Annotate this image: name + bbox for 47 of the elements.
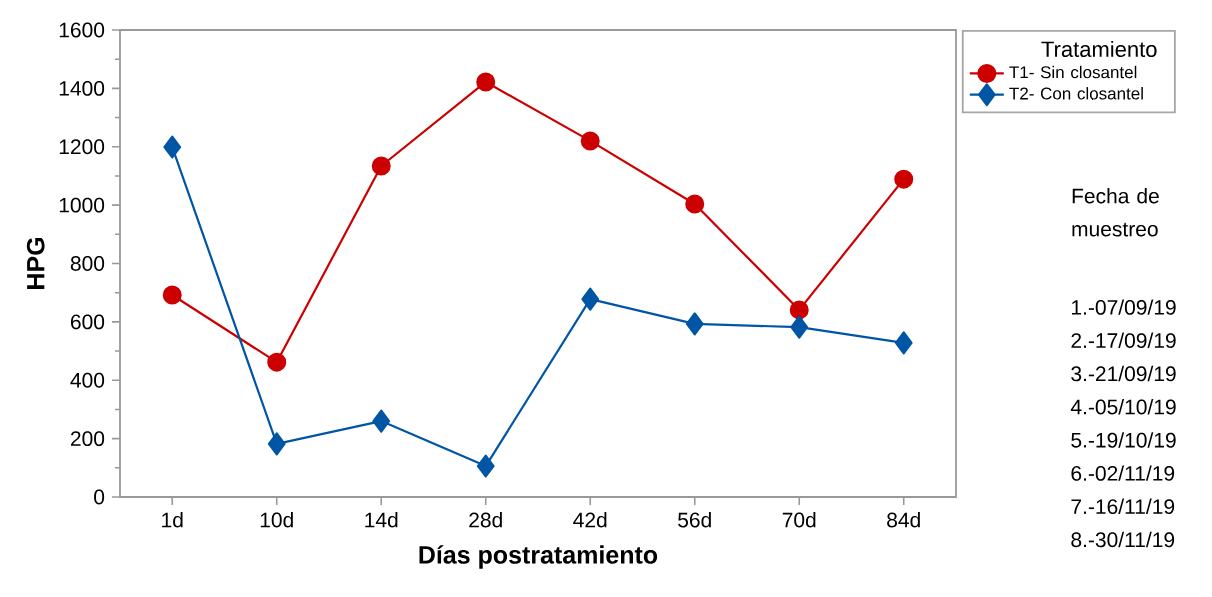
x-tick-label: 14d: [365, 512, 398, 528]
y-tick-label: 1400: [59, 80, 105, 96]
point: [580, 131, 600, 151]
y-tick-label: 0: [94, 489, 105, 505]
legend-label: T1- Sin closantel: [1009, 65, 1137, 79]
point: [371, 156, 391, 176]
point: [372, 409, 391, 433]
x-axis-title: Días postratamiento: [419, 545, 658, 569]
point: [476, 72, 496, 92]
point: [685, 312, 704, 336]
point: [789, 300, 809, 320]
y-tick-label: 400: [70, 372, 105, 388]
y-tick-label: 800: [70, 256, 105, 271]
y-tick-label: 200: [70, 431, 105, 447]
text: 6.-02/11/19: [1071, 465, 1175, 481]
point: [581, 287, 600, 311]
text: 1.-07/09/19: [1072, 299, 1176, 315]
point: [894, 331, 913, 355]
y-axis-title: HPG: [26, 237, 45, 289]
point: [894, 169, 914, 189]
x-tick-label: 56d: [678, 512, 711, 528]
x-tick-label: 10d: [260, 512, 293, 528]
text: 7.-16/11/19: [1071, 498, 1175, 515]
legend-title: Tratamiento: [1041, 40, 1157, 58]
x-tick-label: 70d: [782, 512, 816, 528]
legend-label: T2- Con closantel: [1009, 87, 1143, 100]
text: Fecha de muestreo: [1072, 188, 1159, 237]
point: [685, 194, 705, 214]
y-tick-label: 600: [70, 314, 105, 330]
text: 2.-17/09/19: [1071, 332, 1176, 349]
point: [267, 432, 286, 456]
x-tick-label: 1d: [162, 512, 183, 528]
point: [790, 315, 809, 339]
point: [267, 352, 287, 372]
y-tick-label: 1200: [59, 139, 105, 155]
y-tick-label: 1000: [59, 197, 105, 213]
x-tick-label: 28d: [469, 512, 502, 528]
x-tick-label: 84d: [887, 512, 920, 528]
text: 5.-19/10/19: [1071, 432, 1176, 448]
point: [476, 454, 495, 478]
text: 3.-21/09/19: [1071, 365, 1176, 382]
text: 4.-05/10/19: [1070, 398, 1176, 415]
point: [162, 285, 182, 305]
point: [163, 135, 182, 159]
y-tick-label: 1600: [59, 22, 105, 38]
text: 8.-30/11/19: [1071, 531, 1175, 548]
x-tick-label: 42d: [573, 512, 607, 528]
